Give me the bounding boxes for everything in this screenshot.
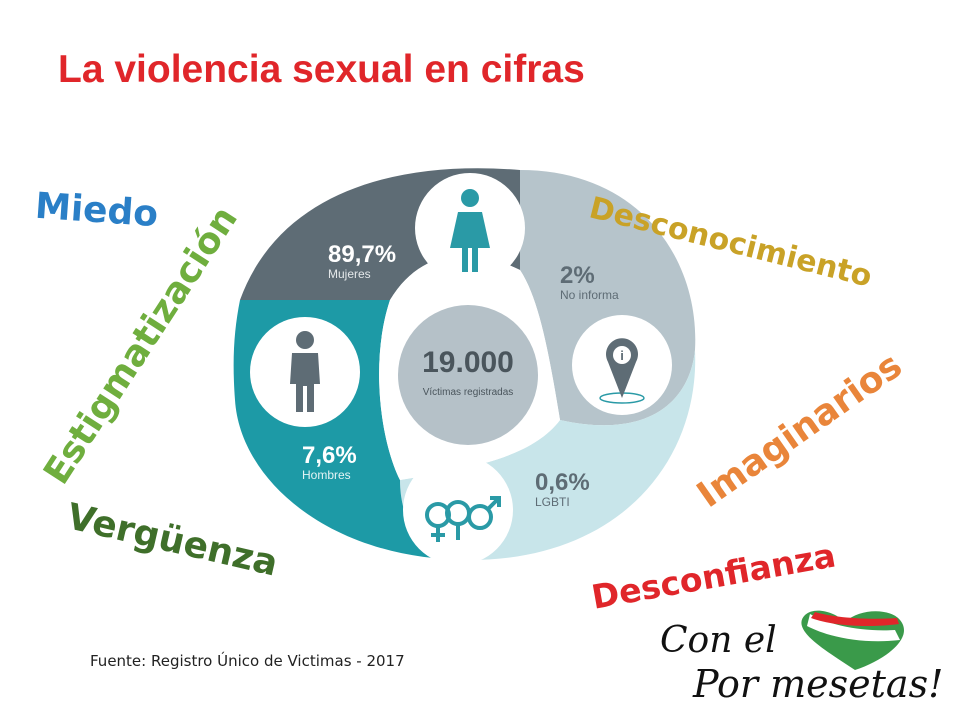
logo-line-1: Con el	[660, 620, 777, 661]
slice-value-lgbti: 0,6%	[535, 469, 590, 496]
center-value: 19.000	[422, 346, 514, 379]
word-miedo: Miedo	[33, 185, 160, 236]
slice-value-no-informa: 2%	[560, 262, 595, 289]
woman-icon	[450, 189, 490, 272]
man-icon	[290, 331, 320, 412]
slice-name-no-informa: No informa	[560, 288, 619, 302]
svg-text:i: i	[620, 348, 624, 363]
center-circle	[398, 305, 538, 445]
slice-name-mujeres: Mujeres	[328, 267, 371, 281]
slice-value-hombres: 7,6%	[302, 442, 357, 469]
page-title: La violencia sexual en cifras	[58, 48, 585, 91]
location-info-icon: i	[599, 338, 645, 404]
gender-symbols-icon	[425, 496, 501, 542]
source-note: Fuente: Registro Único de Victimas - 201…	[90, 652, 405, 670]
slice-value-mujeres: 89,7%	[328, 241, 396, 268]
slice-name-hombres: Hombres	[302, 468, 351, 482]
con-el-por-mesetas-logo: Con el Por mesetas!	[655, 610, 955, 715]
center-label: Víctimas registradas	[423, 387, 514, 398]
gender-icon-circle	[403, 455, 513, 565]
logo-line-2: Por mesetas!	[693, 662, 944, 706]
heart-flag-icon	[801, 610, 904, 670]
slice-name-lgbti: LGBTI	[535, 495, 570, 509]
